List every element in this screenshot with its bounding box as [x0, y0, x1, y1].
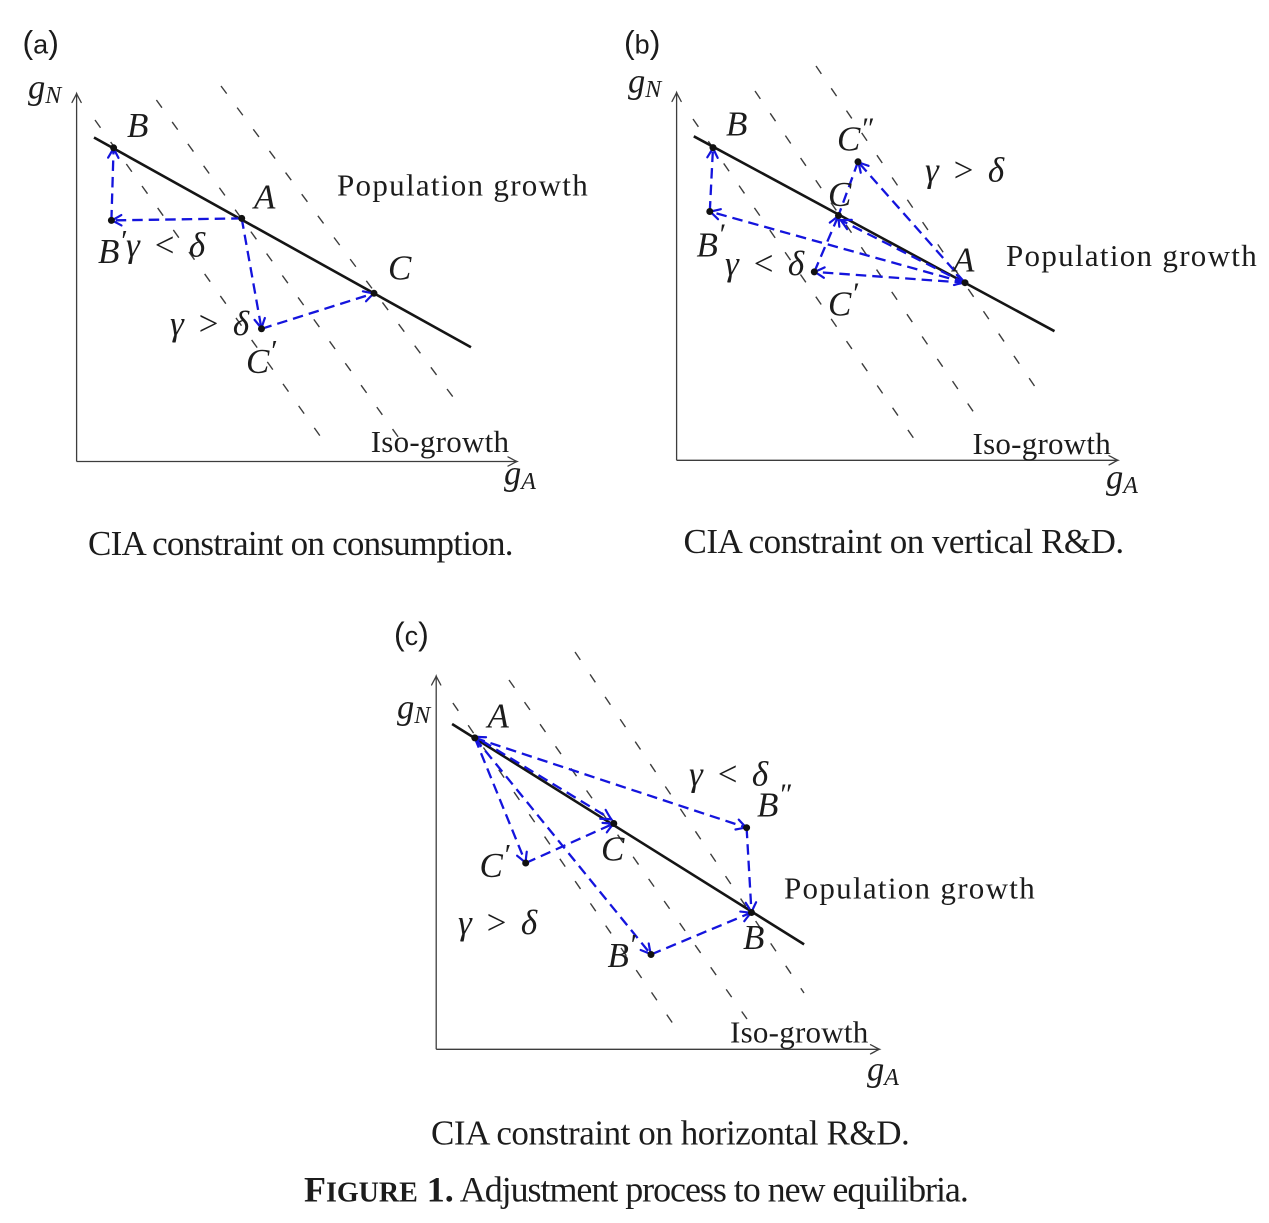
svg-text:A: A — [486, 697, 510, 736]
svg-text:C: C — [388, 249, 412, 288]
svg-text:CIA constraint on horizontal R: CIA constraint on horizontal R&D. — [431, 1114, 909, 1153]
svg-text:(b): (b) — [624, 25, 660, 61]
svg-text:C: C — [828, 175, 852, 214]
svg-text:gA: gA — [504, 455, 536, 496]
svg-text:(a): (a) — [23, 24, 59, 60]
svg-text:A: A — [951, 241, 975, 280]
svg-text:γ < δ: γ < δ — [126, 226, 207, 265]
svg-text:C″: C″ — [837, 112, 873, 159]
svg-text:(c): (c) — [394, 616, 429, 652]
svg-text:CIA constraint on consumption.: CIA constraint on consumption. — [88, 524, 513, 563]
svg-text:C: C — [601, 830, 625, 869]
svg-text:Population growth: Population growth — [784, 870, 1036, 905]
svg-text:Iso-growth: Iso-growth — [371, 424, 510, 459]
svg-text:γ > δ: γ > δ — [458, 903, 539, 942]
svg-text:B: B — [743, 918, 764, 957]
svg-text:B: B — [127, 106, 148, 145]
svg-text:γ > δ: γ > δ — [170, 304, 251, 343]
svg-text:A: A — [252, 178, 276, 217]
svg-text:γ < δ: γ < δ — [725, 244, 806, 283]
svg-text:CIA constraint on vertical R&D: CIA constraint on vertical R&D. — [684, 522, 1124, 561]
svg-text:B: B — [726, 105, 747, 144]
svg-text:Iso-growth: Iso-growth — [973, 426, 1112, 461]
svg-text:Iso-growth: Iso-growth — [730, 1015, 869, 1050]
svg-text:Population growth: Population growth — [1006, 238, 1258, 273]
svg-text:C′: C′ — [246, 335, 276, 382]
svg-text:Population growth: Population growth — [337, 168, 589, 203]
svg-text:gA: gA — [1106, 459, 1138, 500]
svg-text:FIGURE 1. Adjustment process t: FIGURE 1. Adjustment process to new equi… — [304, 1170, 968, 1210]
svg-text:γ < δ: γ < δ — [689, 755, 770, 794]
svg-text:γ > δ: γ > δ — [925, 151, 1006, 190]
